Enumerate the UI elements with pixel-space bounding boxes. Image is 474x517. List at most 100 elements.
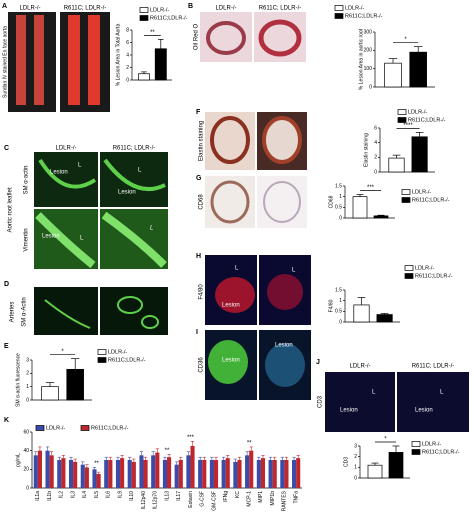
legend-label: LDLR-/- — [46, 425, 65, 431]
label: L — [292, 268, 296, 274]
bar — [233, 461, 238, 488]
bar — [61, 458, 66, 488]
label: R611C; LDLR-/- — [412, 364, 455, 370]
bar — [284, 460, 289, 488]
y-tick-label: 60 — [23, 429, 29, 435]
micrograph — [100, 152, 168, 207]
y-axis-label: % Lesion Area in Total Aorta — [115, 24, 121, 87]
bar — [115, 460, 121, 488]
micrograph — [257, 176, 307, 228]
legend-label: LDLR-/- — [408, 109, 427, 115]
y-tick-label: 6 — [374, 125, 377, 131]
bar — [174, 464, 179, 488]
legend-label: LDLR-/- — [415, 265, 434, 271]
label: Lesion — [50, 170, 68, 176]
x-tick-label: G-CSF — [200, 491, 206, 507]
bar — [367, 464, 383, 479]
stain — [35, 212, 96, 269]
y-tick-label: 1.5 — [335, 183, 342, 189]
x-tick-label: IL1b — [47, 491, 53, 501]
legend-label: LDLR-/- — [150, 7, 169, 13]
bar — [280, 460, 285, 488]
label: Lesion — [275, 343, 293, 349]
y-tick-label: 6 — [126, 40, 129, 46]
label: Lesion — [340, 408, 358, 414]
legend-swatch — [35, 425, 45, 431]
stain — [117, 296, 143, 314]
bar — [388, 157, 405, 173]
charts: 0 2 4 6 8 % Lesion Area in Total Aorta LDLR-/-… — [15, 5, 460, 511]
bar — [92, 469, 97, 488]
label: Oil Red O — [194, 23, 200, 50]
stain — [141, 315, 159, 329]
label: R611C; LDLR-/- — [113, 146, 156, 152]
panel-letter: H — [196, 253, 201, 260]
label: Sundan IV stained En face aorta — [2, 26, 8, 98]
x-tick-label: IL9 — [117, 491, 123, 498]
label: LDLR-/- — [19, 6, 40, 12]
bar — [96, 474, 101, 488]
significance-label: * — [384, 437, 387, 443]
panel-letter: G — [196, 175, 202, 182]
label: Lesion — [118, 190, 136, 196]
label: Aortic root leaflet — [8, 187, 14, 232]
stain — [38, 158, 97, 189]
bar — [225, 458, 230, 488]
tissue — [262, 116, 302, 164]
label: L — [138, 168, 142, 174]
bar — [33, 455, 38, 488]
legend-swatch — [404, 265, 414, 271]
label: LDLR-/- — [215, 6, 236, 12]
x-tick-label: IL4 — [82, 491, 88, 498]
y-tick-label: 0.5 — [335, 205, 342, 211]
x-tick-label: Eotaxin — [188, 491, 194, 508]
panel-letter: K — [4, 417, 9, 424]
y-tick-label: 4 — [126, 52, 129, 58]
micrograph — [397, 372, 469, 432]
bar — [108, 460, 113, 488]
stain — [267, 274, 303, 310]
panel-letter: A — [2, 3, 7, 10]
label: CD3 — [318, 395, 324, 408]
legend-swatch — [139, 15, 149, 21]
legend-swatch — [334, 13, 344, 19]
bar — [127, 460, 132, 488]
bar — [237, 460, 242, 488]
x-tick-label: IL17 — [176, 491, 182, 501]
x-tick-label: IL12p70 — [153, 491, 159, 509]
micrograph — [325, 372, 395, 432]
legend-label: LDLR-/- — [412, 189, 431, 195]
legend-swatch — [401, 197, 411, 203]
bar — [84, 467, 89, 488]
label: CD68 — [199, 194, 205, 210]
label: R611C; LDLR-/- — [259, 6, 302, 12]
tissue — [206, 21, 246, 55]
bar — [213, 460, 219, 488]
y-tick-label: 0 — [374, 169, 377, 175]
bar — [68, 460, 74, 488]
y-axis-label: F4/80 — [328, 299, 334, 312]
significance-label: ** — [150, 30, 155, 36]
panel-letter: J — [316, 359, 320, 366]
bar — [80, 464, 85, 488]
y-tick-label: 1.5 — [335, 287, 342, 293]
legend-swatch — [334, 5, 344, 11]
legend-swatch — [80, 425, 90, 431]
y-axis-label: CD3 — [343, 457, 349, 467]
bar — [272, 460, 277, 488]
legend-swatch — [139, 7, 149, 13]
legend-label: R611C;LDLR-/- — [415, 273, 453, 279]
label: SM α-actin — [24, 166, 30, 195]
x-tick-label: IL6 — [106, 491, 112, 498]
panel-letter: F — [196, 109, 201, 116]
y-tick-label: 20 — [23, 467, 29, 473]
legend-label: R611C;LDLR-/- — [422, 449, 460, 455]
legend-swatch — [97, 349, 107, 355]
y-tick-label: 0 — [354, 475, 357, 481]
bar — [139, 455, 144, 488]
label: Vimentin — [24, 228, 30, 251]
stain — [44, 299, 91, 329]
bar — [49, 455, 54, 488]
significance-label: ** — [94, 461, 99, 467]
x-tick-label: RANTES — [282, 490, 288, 511]
